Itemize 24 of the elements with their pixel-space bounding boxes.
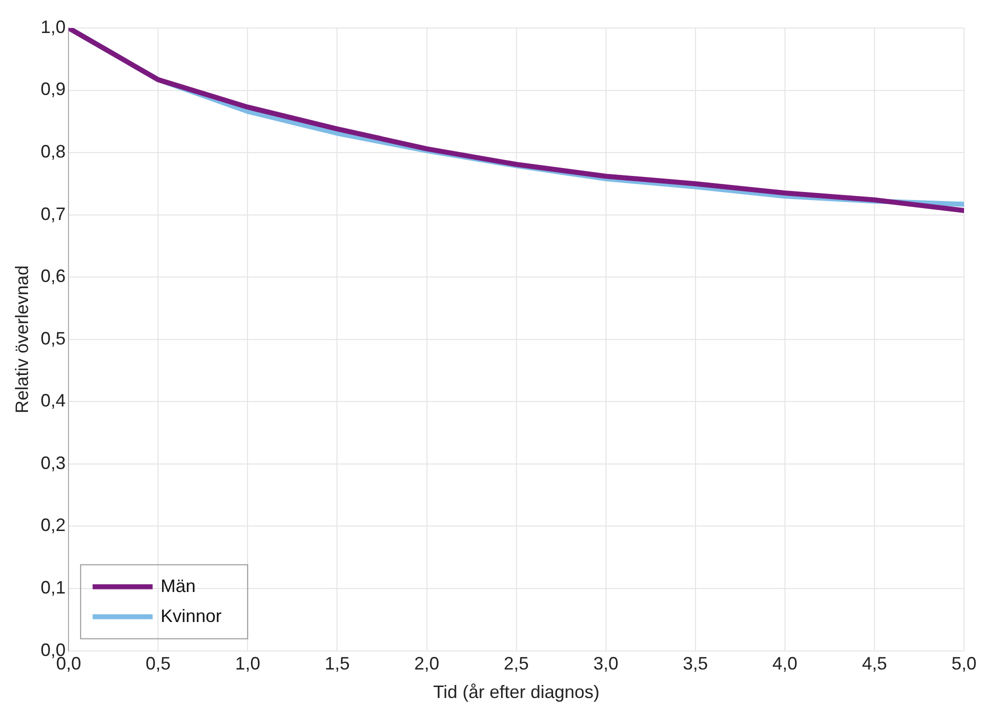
- y-axis-title: Relativ överlevnad: [12, 265, 32, 414]
- legend-label: Män: [160, 576, 196, 596]
- y-tick-label: 0,8: [40, 142, 66, 162]
- y-tick-label: 0,5: [40, 328, 66, 348]
- x-tick-label: 2,5: [504, 654, 529, 674]
- y-tick-label: 0,9: [40, 79, 66, 100]
- x-tick-label: 4,0: [772, 654, 798, 674]
- x-axis-title: Tid (år efter diagnos): [433, 682, 600, 702]
- y-tick-label: 0,4: [40, 390, 66, 411]
- x-tick-label: 1,5: [324, 654, 350, 674]
- x-tick-label: 2,0: [414, 654, 440, 674]
- y-tick-label: 0,6: [40, 266, 66, 286]
- x-tick-label: 3,5: [682, 654, 708, 674]
- x-tick-label: 1,0: [235, 654, 260, 674]
- x-tick-label: 5,0: [951, 654, 977, 674]
- x-tick-label: 4,5: [862, 654, 887, 674]
- y-tick-label: 0,7: [40, 204, 66, 224]
- x-tick-label: 3,0: [593, 654, 618, 674]
- y-tick-label: 1,0: [40, 16, 66, 37]
- x-tick-label: 0,5: [146, 654, 171, 674]
- y-tick-label: 0,1: [40, 577, 66, 598]
- legend-label: Kvinnor: [160, 606, 222, 626]
- y-tick-label: 0,3: [40, 452, 66, 473]
- y-tick-label: 0,2: [40, 515, 66, 536]
